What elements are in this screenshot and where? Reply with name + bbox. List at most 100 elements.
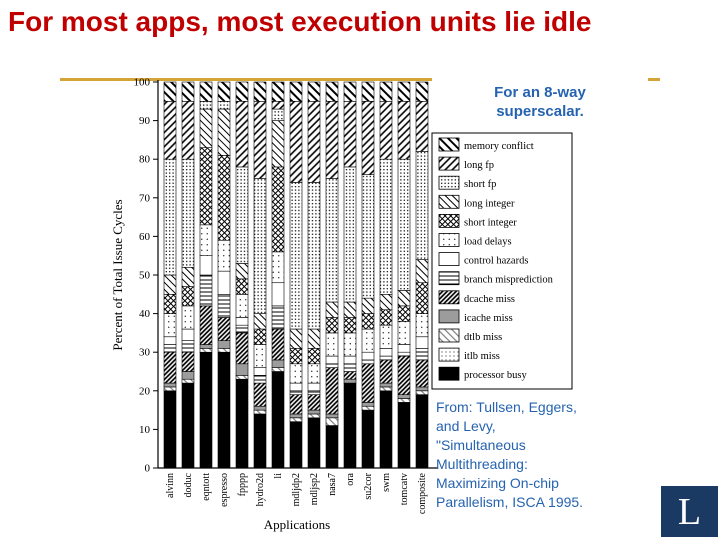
bar-segment <box>415 282 429 314</box>
bar-segment <box>271 367 285 372</box>
bar-segment <box>289 182 303 330</box>
bar-segment <box>397 290 411 307</box>
bar-segment <box>199 81 213 102</box>
bar-segment <box>199 274 213 307</box>
bar-segment <box>343 317 357 334</box>
bar-segment <box>325 100 339 179</box>
bar-segment <box>163 294 177 314</box>
bar-segment <box>217 340 231 349</box>
bar-segment <box>235 166 249 264</box>
bar-segment <box>163 81 177 102</box>
legend-item: itlb miss <box>438 347 500 362</box>
bar-segment <box>199 351 213 469</box>
issue-cycles-chart: 0 10 20 30 40 50 60 70 80 90 100 alvinn doduc eqntott… <box>100 66 580 540</box>
bar-segment <box>163 351 177 384</box>
legend-swatch <box>438 175 460 190</box>
bar-segment <box>415 359 429 388</box>
bar-segment <box>379 309 393 326</box>
bar-segment <box>379 359 393 384</box>
bar-segment <box>181 328 195 341</box>
legend-label: long integer <box>464 198 515 209</box>
x-tick-label: swm <box>381 473 392 492</box>
legend-label: short fp <box>464 179 496 190</box>
x-tick-label: eqntott <box>201 473 212 501</box>
bar-segment <box>397 81 411 102</box>
bar-segment <box>361 328 375 353</box>
bar-segment <box>415 259 429 284</box>
y-tick-label: 30 <box>139 347 151 359</box>
bar-segment <box>397 394 411 399</box>
x-tick-label: ora <box>345 472 356 485</box>
bar-segment <box>397 344 411 353</box>
bar-segment <box>253 409 267 415</box>
bar-segment <box>253 382 267 407</box>
legend-swatch <box>438 290 460 305</box>
bar-segment <box>307 413 321 419</box>
x-tick-label: mdljdp2 <box>291 473 302 506</box>
bar-segment <box>325 355 339 365</box>
bar-segment <box>217 100 231 110</box>
y-tick-label: 40 <box>139 308 151 320</box>
citation-text: From: Tullsen, Eggers, and Levy, "Simult… <box>436 399 584 510</box>
legend-swatch <box>438 366 460 381</box>
bar-segment <box>163 344 177 353</box>
legend-label: icache miss <box>464 313 513 324</box>
bar-segment <box>163 390 177 469</box>
legend-swatch <box>438 252 460 267</box>
x-axis-label: Applications <box>264 517 330 532</box>
bar-segment <box>181 305 195 330</box>
bar-segment <box>307 390 321 395</box>
legend-item: processor busy <box>438 366 527 381</box>
legend-swatch <box>438 328 460 343</box>
bar-segment <box>271 251 285 284</box>
bar-segment <box>307 100 321 183</box>
bar-segment <box>271 282 285 307</box>
bar-segment <box>325 425 339 469</box>
y-tick-label: 80 <box>139 154 151 166</box>
bar-segment <box>271 371 285 469</box>
x-tick-label: espresso <box>219 473 230 507</box>
legend-label: short integer <box>464 217 517 228</box>
bar-segment <box>271 166 285 253</box>
bar-segment <box>271 328 285 361</box>
y-tick-label: 60 <box>139 231 151 243</box>
bar-segment <box>235 100 249 168</box>
bar-segment <box>379 348 393 357</box>
bar-segment <box>325 81 339 102</box>
bar-segment <box>361 81 375 102</box>
bar-segment <box>253 328 267 345</box>
y-tick-label: 100 <box>134 77 151 89</box>
bar-segment <box>343 382 357 469</box>
y-tick-label: 0 <box>145 463 151 475</box>
bar-segment <box>217 317 231 341</box>
bar-segment <box>235 81 249 102</box>
y-tick-label: 10 <box>139 424 151 436</box>
legend-item: long integer <box>438 194 515 209</box>
bar-segment <box>289 390 303 395</box>
bar-segment <box>289 348 303 365</box>
bar-segment <box>307 394 321 411</box>
bar-segment <box>307 328 321 349</box>
bar-segment <box>253 178 267 314</box>
bar-segment <box>181 382 195 469</box>
bar-segment <box>163 386 177 392</box>
x-tick-label: fpppp <box>237 473 248 496</box>
bar-segment <box>271 100 285 110</box>
bar-segment <box>199 255 213 276</box>
bar-segment <box>397 158 411 291</box>
bar-segment <box>181 351 195 372</box>
bar-segment <box>253 313 267 330</box>
bar-segment <box>307 363 321 384</box>
legend-label: control hazards <box>464 256 528 267</box>
bar-segment <box>415 151 429 260</box>
bar-segment <box>397 321 411 345</box>
bar-segment <box>181 378 195 384</box>
bar-segment <box>289 382 303 392</box>
bar-segment <box>181 286 195 307</box>
bar-segment <box>379 158 393 295</box>
callout-text: For an 8-way superscalar. <box>494 84 586 120</box>
bar-segment <box>325 301 339 318</box>
bar-segment <box>343 166 357 303</box>
bar-segment <box>289 100 303 183</box>
bar-segment <box>181 371 195 380</box>
